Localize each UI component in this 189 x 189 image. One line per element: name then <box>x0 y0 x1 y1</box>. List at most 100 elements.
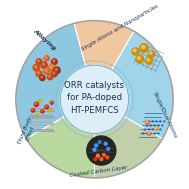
Text: Single Atoms and Nanoparticles: Single Atoms and Nanoparticles <box>81 3 160 52</box>
Circle shape <box>44 56 49 61</box>
Circle shape <box>31 109 35 112</box>
Circle shape <box>48 64 55 71</box>
Circle shape <box>36 71 42 77</box>
Circle shape <box>163 121 165 122</box>
Circle shape <box>93 148 96 151</box>
Circle shape <box>149 51 155 57</box>
Circle shape <box>50 101 53 104</box>
Circle shape <box>156 129 157 130</box>
Circle shape <box>54 67 60 74</box>
Circle shape <box>107 147 110 150</box>
Circle shape <box>150 133 152 134</box>
Polygon shape <box>30 109 54 111</box>
Wedge shape <box>74 21 134 70</box>
Polygon shape <box>30 129 54 132</box>
Polygon shape <box>30 122 54 125</box>
Circle shape <box>45 69 47 71</box>
Circle shape <box>45 106 47 107</box>
Circle shape <box>154 133 155 134</box>
Circle shape <box>146 133 148 134</box>
Circle shape <box>146 120 149 124</box>
Circle shape <box>36 114 39 117</box>
Circle shape <box>144 129 146 130</box>
Circle shape <box>136 55 144 63</box>
Circle shape <box>160 121 161 122</box>
Circle shape <box>133 49 136 52</box>
Text: Alloying: Alloying <box>33 28 57 51</box>
Circle shape <box>154 125 155 126</box>
Wedge shape <box>112 31 173 139</box>
Circle shape <box>158 133 159 134</box>
Circle shape <box>100 158 103 160</box>
Circle shape <box>94 158 97 160</box>
Circle shape <box>45 57 47 58</box>
Wedge shape <box>16 23 86 139</box>
Circle shape <box>143 133 144 134</box>
Circle shape <box>51 101 52 103</box>
Circle shape <box>152 121 153 122</box>
Circle shape <box>162 125 163 126</box>
Circle shape <box>155 127 156 128</box>
Circle shape <box>37 60 39 62</box>
Circle shape <box>132 48 139 55</box>
Circle shape <box>152 129 153 130</box>
Circle shape <box>34 102 39 107</box>
Circle shape <box>142 45 145 49</box>
Circle shape <box>43 68 50 74</box>
Circle shape <box>95 144 98 147</box>
Circle shape <box>32 109 33 110</box>
Circle shape <box>146 125 148 126</box>
Circle shape <box>148 121 149 122</box>
Circle shape <box>96 154 99 157</box>
Circle shape <box>147 132 151 135</box>
Circle shape <box>49 109 51 112</box>
Circle shape <box>45 105 49 109</box>
Circle shape <box>47 74 53 80</box>
Circle shape <box>53 72 55 74</box>
Circle shape <box>50 66 52 68</box>
Circle shape <box>137 57 140 60</box>
Circle shape <box>41 110 43 111</box>
Circle shape <box>41 110 44 113</box>
Circle shape <box>150 125 152 126</box>
Text: Third Body
Effect: Third Body Effect <box>17 116 38 148</box>
Circle shape <box>160 129 161 130</box>
Circle shape <box>35 66 37 68</box>
Circle shape <box>102 153 105 156</box>
Circle shape <box>146 121 148 122</box>
Circle shape <box>41 62 47 68</box>
Circle shape <box>51 59 57 65</box>
Circle shape <box>148 132 149 134</box>
Circle shape <box>148 129 150 130</box>
Circle shape <box>53 60 55 62</box>
Circle shape <box>154 127 158 130</box>
Circle shape <box>55 68 57 70</box>
Circle shape <box>150 52 152 54</box>
Text: ORR catalysts
for PA-doped
HT-PEMFCS: ORR catalysts for PA-doped HT-PEMFCS <box>64 81 125 115</box>
Circle shape <box>41 76 43 78</box>
Circle shape <box>42 63 44 65</box>
Circle shape <box>48 75 50 77</box>
Wedge shape <box>26 116 94 178</box>
Circle shape <box>33 64 40 71</box>
Circle shape <box>37 72 39 74</box>
Circle shape <box>156 121 157 122</box>
Circle shape <box>158 125 159 126</box>
Circle shape <box>38 100 41 102</box>
Wedge shape <box>94 116 163 178</box>
Circle shape <box>146 57 153 64</box>
Circle shape <box>147 59 150 61</box>
Circle shape <box>51 71 57 77</box>
Circle shape <box>87 136 116 165</box>
Circle shape <box>35 103 37 105</box>
Circle shape <box>98 141 101 143</box>
Circle shape <box>104 142 107 145</box>
Text: Coated Carbon Layer: Coated Carbon Layer <box>70 164 128 178</box>
Circle shape <box>40 75 45 81</box>
Circle shape <box>140 44 148 52</box>
Polygon shape <box>30 116 54 118</box>
Text: Single/Dual-Atoms: Single/Dual-Atoms <box>152 91 178 139</box>
Circle shape <box>36 59 42 65</box>
Circle shape <box>106 156 109 159</box>
Circle shape <box>60 65 129 133</box>
